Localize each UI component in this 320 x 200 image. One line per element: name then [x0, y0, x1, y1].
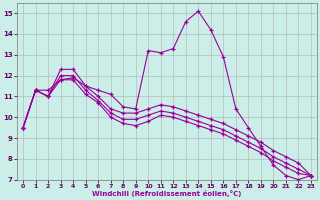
X-axis label: Windchill (Refroidissement éolien,°C): Windchill (Refroidissement éolien,°C)	[92, 190, 242, 197]
